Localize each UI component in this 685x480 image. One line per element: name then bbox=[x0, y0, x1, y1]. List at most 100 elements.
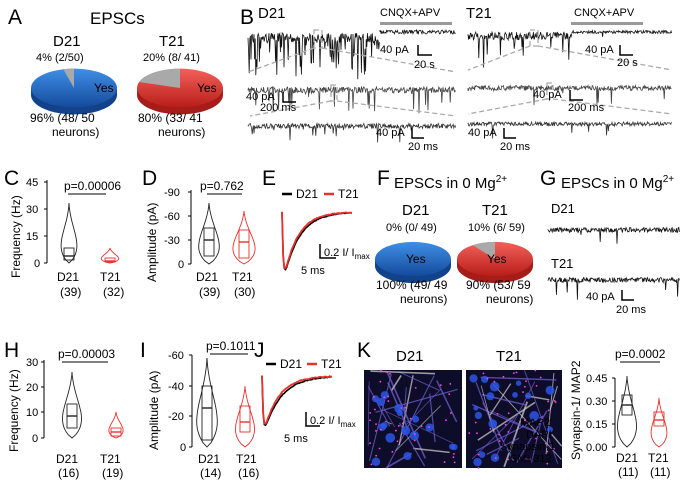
drug-bar-d21 bbox=[380, 22, 452, 25]
group-c-1-n: (32) bbox=[103, 285, 124, 299]
synapsin-puncta bbox=[401, 422, 404, 425]
trace-b-t21-raw-drug bbox=[571, 29, 672, 37]
synapsin-puncta bbox=[546, 462, 549, 465]
violin-d-d21-box bbox=[203, 227, 215, 257]
synapsin-puncta bbox=[400, 407, 403, 409]
scale-b-6-y: 40 pA bbox=[468, 127, 497, 139]
panel-label-f: F bbox=[377, 167, 390, 190]
pie-f-d21 bbox=[375, 241, 451, 284]
group-d-0: D21 bbox=[196, 270, 218, 284]
tick-c-2: 15 bbox=[26, 231, 38, 243]
synapsin-puncta bbox=[369, 411, 372, 414]
synapsin-puncta bbox=[449, 412, 452, 414]
scale-b-1-y: 40 pA bbox=[380, 44, 409, 56]
drug-bar-t21 bbox=[571, 22, 643, 25]
synapsin-puncta bbox=[489, 428, 492, 430]
legend-j-t21: T21 bbox=[321, 357, 342, 371]
group-c-0: D21 bbox=[57, 270, 79, 284]
synapsin-puncta bbox=[372, 396, 375, 398]
synapsin-puncta bbox=[449, 383, 452, 385]
panel-label-e: E bbox=[262, 167, 276, 190]
tick-i-0: -60 bbox=[168, 350, 184, 362]
neurite bbox=[551, 433, 563, 447]
traces-b bbox=[247, 28, 672, 143]
synapsin-puncta bbox=[387, 395, 390, 398]
violin-c-d21-violin bbox=[60, 202, 78, 264]
group-d-1-n: (30) bbox=[234, 285, 255, 299]
trace-b-d21-raw-pre bbox=[247, 31, 380, 80]
panel-label-j: J bbox=[254, 339, 265, 362]
panel-label-c: C bbox=[4, 167, 19, 190]
micrograph-t21 bbox=[466, 369, 563, 469]
scale-b-5-y: 40 pA bbox=[533, 89, 562, 101]
trace-b-d21-name: D21 bbox=[258, 5, 286, 22]
nucleus bbox=[371, 395, 379, 403]
synapsin-puncta bbox=[413, 439, 416, 442]
synapsin-puncta bbox=[439, 384, 442, 387]
synapsin-puncta bbox=[524, 458, 527, 460]
epsc-trace-e-d21 bbox=[281, 211, 352, 271]
synapsin-puncta bbox=[369, 419, 371, 422]
panel-d: D Amplitude (pA) -90 -60 -30 0 p=0.762 D… bbox=[142, 167, 256, 299]
panel-i: I Amplitude (pA) -60 -40 -20 0 p=0.1011 … bbox=[140, 339, 259, 480]
group-i-0: D21 bbox=[198, 452, 220, 466]
scale-j-x: 5 ms bbox=[284, 433, 308, 445]
neurite bbox=[545, 372, 555, 455]
synapsin-puncta bbox=[512, 372, 515, 375]
synapsin-puncta bbox=[375, 423, 377, 425]
violin-d-t21-violin bbox=[232, 210, 256, 265]
synapsin-puncta bbox=[546, 450, 549, 453]
panel-label-h: H bbox=[4, 339, 19, 362]
group-c-1: T21 bbox=[100, 270, 121, 284]
tick-d-2: -30 bbox=[164, 235, 180, 247]
tick-i-3: 0 bbox=[180, 442, 186, 454]
pie-f-d21-yes-label: 100% (49/ 49 bbox=[376, 278, 448, 292]
neurite bbox=[549, 385, 558, 410]
nucleus bbox=[512, 392, 518, 398]
synapsin-puncta bbox=[389, 372, 391, 375]
synapsin-puncta bbox=[507, 458, 510, 461]
panel-h-axis bbox=[41, 360, 45, 439]
neurite bbox=[398, 371, 440, 391]
pval-k: p=0.0002 bbox=[615, 347, 666, 361]
synapsin-puncta bbox=[474, 421, 477, 424]
synapsin-puncta bbox=[386, 371, 388, 374]
synapsin-puncta bbox=[420, 425, 423, 428]
neurite bbox=[403, 387, 407, 415]
panel-h: H Frequency (Hz) 30 20 10 0 p=0.00003 D2… bbox=[4, 339, 124, 480]
legend-k-synapsin: Synapsin-1 bbox=[500, 441, 555, 453]
synapsin-puncta bbox=[414, 386, 417, 389]
scale-j-y: 0.2 I/ Imax bbox=[310, 415, 356, 429]
panel-i-ylabel: Amplitude (pA) bbox=[147, 371, 161, 450]
scale-g bbox=[621, 290, 634, 301]
synapsin-puncta bbox=[507, 430, 510, 433]
neurite bbox=[480, 376, 557, 381]
panel-f-title: EPSCs in 0 Mg2+ bbox=[394, 174, 507, 192]
tick-h-1: 20 bbox=[26, 382, 38, 394]
scale-b-3-x: 20 ms bbox=[408, 141, 438, 153]
pval-h: p=0.00003 bbox=[58, 347, 115, 361]
pie-a-d21-yes-label-2: neurons) bbox=[52, 125, 99, 139]
panel-c-axis bbox=[44, 180, 48, 264]
nucleus bbox=[515, 380, 522, 386]
violin-c-t21-violin bbox=[100, 247, 120, 264]
nucleus bbox=[412, 415, 420, 423]
neurite bbox=[367, 381, 370, 446]
panel-a: A EPSCs D21 T21 4% (2/50) 20% (8/ 41) Ye… bbox=[8, 6, 223, 139]
nucleus bbox=[403, 451, 412, 461]
group-i-0-n: (14) bbox=[200, 466, 221, 480]
synapsin-puncta bbox=[507, 412, 510, 415]
nucleus bbox=[473, 457, 482, 467]
synapsin-puncta bbox=[375, 454, 378, 457]
panel-label-b: B bbox=[240, 6, 254, 29]
legend-k-smi312: SMI-312 bbox=[510, 453, 552, 465]
synapsin-puncta bbox=[496, 412, 499, 415]
group-d-1: T21 bbox=[232, 270, 253, 284]
synapsin-puncta bbox=[522, 391, 524, 393]
group-i-1-n: (16) bbox=[238, 466, 259, 480]
trace-b-d21-zoom1 bbox=[247, 85, 456, 114]
synapsin-puncta bbox=[498, 433, 501, 436]
scale-j bbox=[305, 412, 320, 427]
trace-b-t21-zoom2 bbox=[467, 120, 672, 139]
violin-i-t21-box bbox=[239, 405, 251, 433]
